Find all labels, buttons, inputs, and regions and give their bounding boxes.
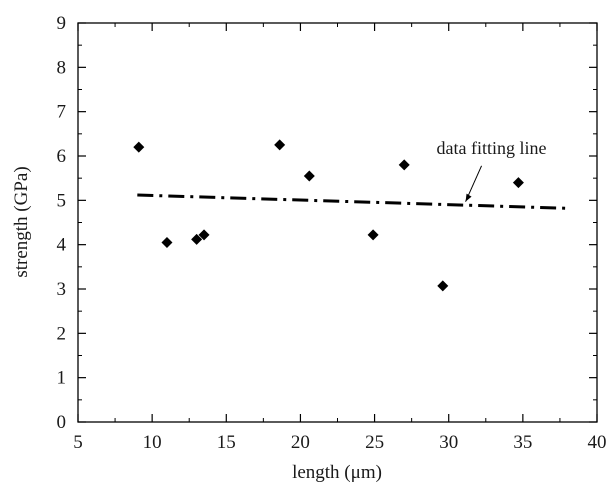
y-tick-label: 3 — [57, 279, 67, 300]
x-tick-label: 30 — [439, 432, 458, 453]
data-point — [274, 139, 286, 151]
x-tick-label: 10 — [143, 432, 162, 453]
x-tick-label: 15 — [217, 432, 236, 453]
y-tick-label: 0 — [57, 412, 67, 433]
x-tick-label: 35 — [513, 432, 532, 453]
y-tick-label: 9 — [57, 13, 67, 34]
axis-ticks — [77, 22, 598, 423]
x-tick-label: 25 — [365, 432, 384, 453]
y-tick-label: 1 — [57, 368, 67, 389]
fit-line-group — [137, 193, 568, 210]
x-axis-title: length (μm) — [292, 462, 382, 483]
data-points — [133, 139, 524, 292]
plot-frame — [77, 22, 598, 423]
annotation-arrowhead — [465, 193, 472, 202]
data-point — [161, 236, 173, 248]
data-point — [398, 159, 410, 171]
y-axis-title: strength (GPa) — [11, 166, 32, 277]
y-tick-label: 2 — [57, 323, 67, 344]
fit-line — [137, 193, 568, 210]
x-tick-label: 40 — [588, 432, 607, 453]
y-tick-label: 4 — [57, 235, 67, 256]
x-tick-label: 20 — [291, 432, 310, 453]
data-point — [512, 177, 524, 189]
y-tick-label: 6 — [57, 146, 67, 167]
y-tick-label: 7 — [57, 102, 67, 123]
y-tick-label: 8 — [57, 57, 67, 78]
x-tick-labels: 5 10 15 20 25 30 35 40 — [73, 432, 606, 453]
data-point — [367, 229, 379, 241]
data-point — [191, 233, 203, 245]
y-tick-labels: 0 1 2 3 4 5 6 7 8 9 — [57, 13, 67, 433]
annotation-label: data fitting line — [437, 138, 547, 158]
data-point — [437, 280, 449, 292]
annotations: data fitting line — [437, 138, 547, 202]
x-tick-label: 5 — [73, 432, 83, 453]
data-point — [198, 229, 210, 241]
data-point — [303, 170, 315, 182]
y-tick-label: 5 — [57, 190, 67, 211]
data-point — [133, 141, 145, 153]
